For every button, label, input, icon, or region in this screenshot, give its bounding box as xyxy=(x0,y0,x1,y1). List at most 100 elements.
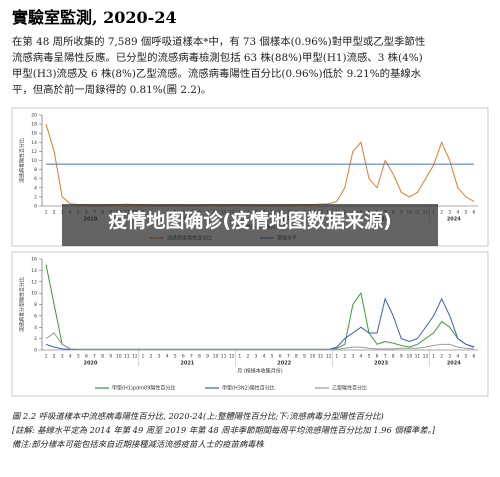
y-tick-label: 8 xyxy=(34,302,37,308)
y-tick-label: 14 xyxy=(31,140,37,146)
x-tick-label: 4 xyxy=(456,354,459,360)
year-label: 2020 xyxy=(83,361,97,367)
line: 平，但高於前一周錄得的 0.81%(圖 2.2)。 xyxy=(12,84,212,96)
x-tick-label: 11 xyxy=(318,354,324,360)
x-tick-label: 6 xyxy=(376,354,379,360)
x-tick-label: 11 xyxy=(124,354,130,360)
series-line xyxy=(45,332,474,350)
year-label: 2021 xyxy=(180,361,194,367)
series-line xyxy=(45,264,475,350)
x-tick-label: 6 xyxy=(85,354,88,360)
y-tick-label: 18 xyxy=(31,122,37,128)
y-tick-label: 8 xyxy=(34,167,37,173)
x-tick-label: 8 xyxy=(101,354,104,360)
year-label: 2024 xyxy=(447,361,461,367)
y-tick-label: 6 xyxy=(34,176,37,182)
x-tick-label: 9 xyxy=(109,354,112,360)
y-tick-label: 12 xyxy=(31,149,37,155)
y-tick-label: 12 xyxy=(31,279,37,285)
x-tick-label: 8 xyxy=(198,354,201,360)
x-tick-label: 2 xyxy=(440,210,443,216)
x-tick-label: 10 xyxy=(213,354,219,360)
x-tick-label: 1 xyxy=(45,354,48,360)
x-tick-label: 3 xyxy=(448,354,451,360)
x-tick-label: 3 xyxy=(448,210,451,216)
year-label: 2022 xyxy=(277,361,291,367)
x-axis-label: 月 (按樣本收集月份) xyxy=(237,368,283,375)
x-tick-label: 7 xyxy=(93,354,96,360)
title: 實驗室監測, 2020-24 xyxy=(12,8,177,27)
y-tick-label: 10 xyxy=(31,291,37,297)
y-tick-label: 14 xyxy=(31,268,37,274)
caption: 圖 2.2 呼吸道樣本中流感病毒陽性百分比, 2020-24(上:整體陽性百分比… xyxy=(12,411,384,421)
x-tick-label: 3 xyxy=(255,354,258,360)
x-tick-label: 5 xyxy=(368,354,371,360)
y-tick-label: 6 xyxy=(34,313,37,319)
series-line xyxy=(45,123,475,206)
x-tick-label: 3 xyxy=(351,354,354,360)
x-tick-label: 2 xyxy=(440,354,443,360)
y-axis-label: 流感病毒分型陽性百分比 xyxy=(19,277,26,332)
y-axis-label: 流感病毒陽性百分比 xyxy=(19,138,26,183)
x-tick-label: 4 xyxy=(359,354,362,360)
x-tick-label: 12 xyxy=(423,354,429,360)
year-label: 2023 xyxy=(374,361,388,367)
legend-label: 甲型(H1)pdm09陽性百分比 xyxy=(112,385,175,392)
x-tick-label: 5 xyxy=(464,354,467,360)
x-tick-label: 2 xyxy=(53,354,56,360)
x-tick-label: 12 xyxy=(132,354,138,360)
x-tick-label: 2 xyxy=(246,354,249,360)
y-tick-label: 10 xyxy=(31,158,37,164)
x-tick-label: 6 xyxy=(473,210,476,216)
x-tick-label: 5 xyxy=(174,354,177,360)
y-tick-label: 16 xyxy=(31,131,37,137)
x-tick-label: 10 xyxy=(407,354,413,360)
y-tick-label: 4 xyxy=(34,325,37,331)
chart-frame xyxy=(11,251,489,397)
legend-label: 甲型(H3N2)陽性百分比 xyxy=(222,385,275,392)
x-tick-label: 8 xyxy=(295,354,298,360)
year-label: 2024 xyxy=(447,217,461,223)
line: 在第 48 周所收集的 7,589 個呼吸道樣本*中，有 73 個樣本(0.96… xyxy=(12,36,426,48)
x-tick-label: 1 xyxy=(45,210,48,216)
legend-label: 乙型陽性百分比 xyxy=(332,385,367,392)
x-tick-label: 5 xyxy=(464,210,467,216)
x-tick-label: 6 xyxy=(473,354,476,360)
x-tick-label: 4 xyxy=(263,354,266,360)
x-tick-label: 6 xyxy=(182,354,185,360)
x-tick-label: 9 xyxy=(206,354,209,360)
x-tick-label: 8 xyxy=(392,354,395,360)
caption-remark: 備注:部分樣本可能包括來自近期接種減活流感疫苗人士的疫苗病毒株 xyxy=(12,439,264,449)
x-tick-label: 2 xyxy=(150,354,153,360)
x-tick-label: 10 xyxy=(116,354,122,360)
line: 甲型(H3)流感及 6 株(8%)乙型流感。流感病毒陽性百分比(0.96%)低於… xyxy=(12,68,422,80)
y-tick-label: 2 xyxy=(34,336,37,342)
x-tick-label: 3 xyxy=(61,354,64,360)
y-tick-label: 0 xyxy=(34,204,37,210)
x-tick-label: 7 xyxy=(384,354,387,360)
x-tick-label: 9 xyxy=(400,354,403,360)
y-tick-label: 16 xyxy=(31,257,37,263)
x-tick-label: 4 xyxy=(456,210,459,216)
y-tick-label: 4 xyxy=(34,185,37,191)
x-tick-label: 1 xyxy=(238,354,241,360)
x-tick-label: 11 xyxy=(221,354,227,360)
caption-note: [註解: 基線水平定為 2014 年第 49 周至 2019 年第 48 周非季… xyxy=(12,425,435,435)
y-tick-label: 2 xyxy=(34,194,37,200)
banner: 疫情地图确诊(疫情地图数据来源) xyxy=(62,204,438,246)
x-tick-label: 1 xyxy=(432,354,435,360)
x-tick-label: 5 xyxy=(271,354,274,360)
x-tick-label: 4 xyxy=(69,354,72,360)
x-tick-label: 9 xyxy=(303,354,306,360)
x-tick-label: 7 xyxy=(190,354,193,360)
x-tick-label: 6 xyxy=(279,354,282,360)
x-tick-label: 3 xyxy=(158,354,161,360)
line: 流感病毒呈陽性反應。已分型的流感病毒檢測包括 63 株(88%)甲型(H1)流感… xyxy=(12,52,423,64)
paragraph: 在第 48 周所收集的 7,589 個呼吸道樣本*中，有 73 個樣本(0.96… xyxy=(12,34,490,98)
chart-frame xyxy=(11,107,489,247)
x-tick-label: 4 xyxy=(166,354,169,360)
x-tick-label: 10 xyxy=(310,354,316,360)
x-tick-label: 7 xyxy=(287,354,290,360)
x-tick-label: 5 xyxy=(77,354,80,360)
y-tick-label: 20 xyxy=(31,113,37,119)
